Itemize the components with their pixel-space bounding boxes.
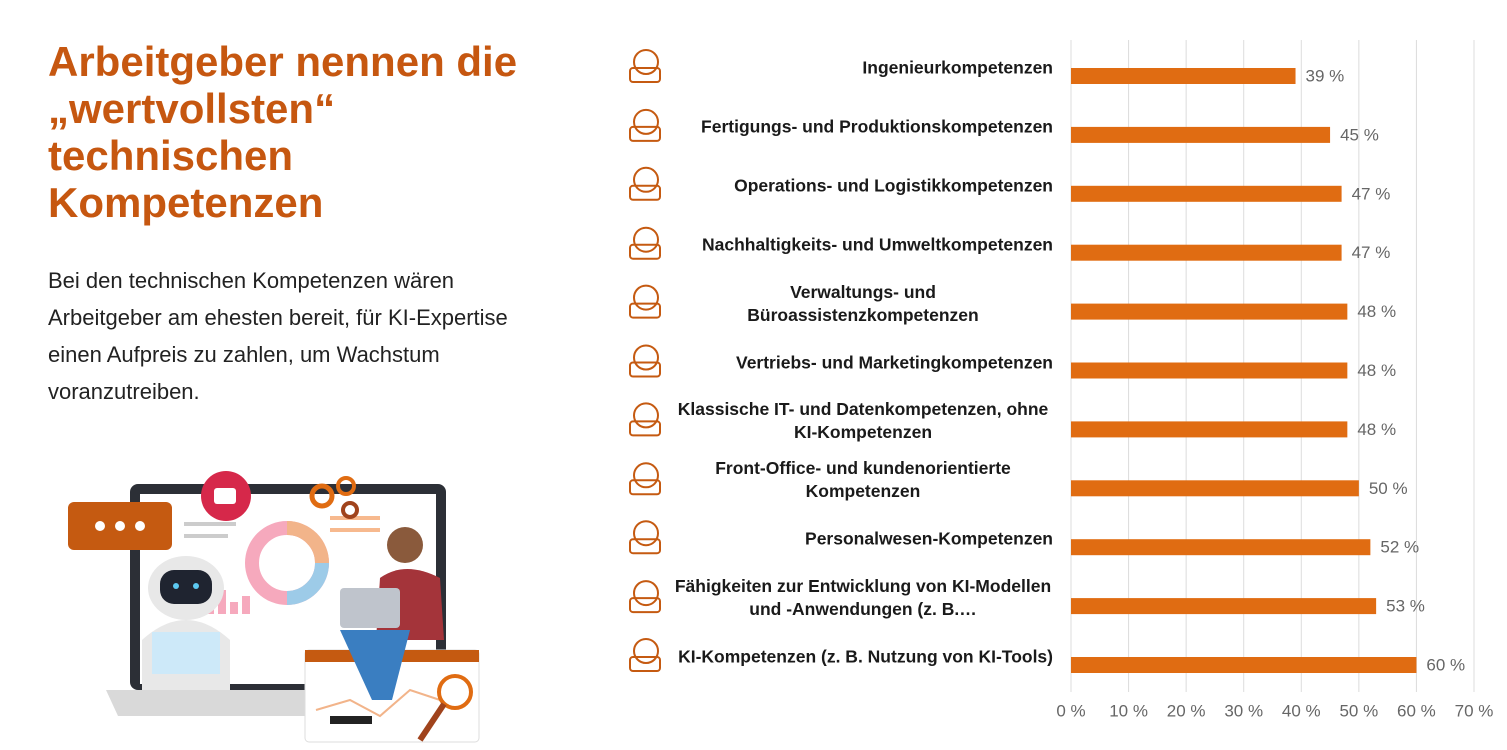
- x-tick-label: 20 %: [1167, 701, 1206, 720]
- icon-shape: [633, 580, 659, 607]
- category-label: Personalwesen-Kompetenzen: [805, 528, 1053, 549]
- icon-shape: [629, 538, 661, 555]
- bar: [1071, 126, 1331, 143]
- bar: [1071, 244, 1342, 261]
- category-label: Fertigungs- und Produktionskompetenzen: [701, 116, 1053, 137]
- value-label: 48 %: [1357, 420, 1396, 439]
- icon-shape: [629, 67, 661, 83]
- x-tick-label: 30 %: [1224, 701, 1263, 720]
- icon-shape: [633, 284, 659, 311]
- category-label: Klassische IT- und Datenkompetenzen, ohn…: [677, 399, 1049, 443]
- value-label: 52 %: [1380, 538, 1419, 557]
- value-label: 50 %: [1369, 479, 1408, 498]
- value-label: 53 %: [1386, 597, 1425, 616]
- value-label: 39 %: [1306, 66, 1345, 85]
- bar: [1071, 480, 1359, 497]
- category-icon: [629, 638, 661, 672]
- category-label: Verwaltungs- und Büroassistenzkompetenze…: [747, 281, 979, 325]
- value-label: 48 %: [1357, 302, 1396, 321]
- category-label: Fähigkeiten zur Entwicklung von KI-Model…: [674, 576, 1052, 620]
- icon-shape: [633, 638, 659, 664]
- value-label: 45 %: [1340, 125, 1379, 144]
- value-label: 47 %: [1352, 243, 1391, 262]
- bar: [1071, 657, 1417, 673]
- value-label: 48 %: [1357, 361, 1396, 380]
- icon-shape: [633, 166, 659, 193]
- illustration: [68, 471, 480, 743]
- category-label: KI-Kompetenzen (z. B. Nutzung von KI-Too…: [678, 646, 1053, 667]
- category-icon: [629, 166, 661, 201]
- body-text: Bei den technischen Kompetenzen wären Ar…: [48, 268, 508, 404]
- bar: [1071, 539, 1371, 556]
- category-icon: [629, 462, 661, 496]
- bar: [1071, 185, 1342, 202]
- icon-shape: [633, 402, 659, 429]
- icon-shape: [633, 462, 659, 489]
- category-icon: [629, 580, 661, 614]
- category-icon: [629, 284, 661, 319]
- value-label: 60 %: [1426, 655, 1465, 674]
- icon-shape: [629, 184, 661, 201]
- category-label: Front-Office- und kundenorientierte Komp…: [715, 458, 1011, 502]
- category-icon: [629, 402, 661, 437]
- icon-shape: [629, 597, 661, 614]
- x-tick-label: 40 %: [1282, 701, 1321, 720]
- bar: [1071, 598, 1377, 615]
- icon-shape: [633, 520, 659, 547]
- category-label: Ingenieurkompetenzen: [862, 57, 1053, 78]
- bar: [1071, 68, 1296, 84]
- category-icon: [629, 108, 661, 142]
- icon-shape: [629, 125, 661, 142]
- bar: [1071, 421, 1348, 438]
- x-tick-label: 50 %: [1339, 701, 1378, 720]
- icon-shape: [629, 656, 661, 672]
- icon-shape: [633, 49, 659, 75]
- value-label: 47 %: [1352, 184, 1391, 203]
- x-tick-label: 60 %: [1397, 701, 1436, 720]
- icon-shape: [629, 479, 661, 496]
- bar: [1071, 303, 1348, 320]
- icon-shape: [633, 344, 659, 371]
- category-label: Vertriebs- und Marketingkompetenzen: [735, 352, 1053, 372]
- bar: [1071, 362, 1348, 379]
- category-label: Nachhaltigkeits- und Umweltkompetenzen: [701, 234, 1053, 255]
- category-icon: [629, 49, 661, 83]
- icon-shape: [629, 361, 661, 378]
- category-icon: [629, 344, 661, 378]
- heading: Arbeitgeber nennen die „wertvollsten“ te…: [48, 38, 518, 226]
- icon-shape: [633, 108, 659, 135]
- icon-shape: [629, 420, 661, 437]
- icon-shape: [633, 226, 659, 253]
- x-tick-label: 70 %: [1455, 701, 1494, 720]
- x-tick-label: 10 %: [1109, 701, 1148, 720]
- category-label: Operations- und Logistikkompetenzen: [734, 175, 1053, 196]
- icon-shape: [629, 243, 661, 260]
- category-icon: [629, 520, 661, 555]
- x-tick-label: 0 %: [1056, 701, 1085, 720]
- icon-shape: [629, 302, 661, 319]
- category-icon: [629, 226, 661, 260]
